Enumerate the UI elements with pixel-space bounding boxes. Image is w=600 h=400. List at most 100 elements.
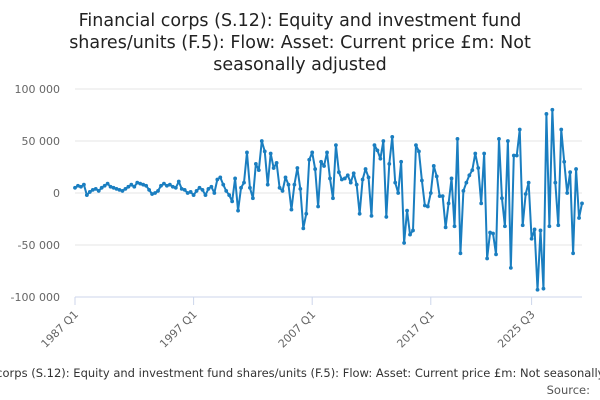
data-point — [500, 196, 504, 201]
data-point — [517, 127, 522, 132]
data-point — [79, 184, 83, 189]
data-point — [342, 176, 347, 181]
data-point — [250, 196, 255, 201]
data-point — [283, 175, 288, 180]
data-point — [494, 252, 498, 257]
data-point — [526, 180, 531, 185]
data-point — [393, 180, 398, 185]
data-point — [162, 181, 166, 186]
data-point — [366, 175, 371, 180]
data-point — [298, 186, 303, 191]
data-point — [360, 177, 365, 182]
data-point — [523, 192, 528, 196]
data-point — [99, 185, 104, 190]
data-point — [565, 191, 570, 195]
data-point — [446, 201, 451, 206]
data-point — [334, 143, 338, 148]
data-point — [271, 166, 276, 170]
data-point — [102, 183, 107, 188]
data-point — [120, 189, 125, 193]
data-point — [503, 224, 507, 229]
data-point — [378, 156, 383, 161]
data-point — [556, 223, 561, 228]
data-point — [485, 256, 490, 261]
data-point — [111, 185, 116, 190]
data-point — [185, 191, 190, 195]
data-point — [574, 167, 578, 171]
data-point — [81, 182, 86, 187]
data-point — [511, 153, 516, 158]
data-point — [520, 223, 525, 228]
data-point — [156, 189, 160, 193]
data-point — [173, 185, 178, 190]
data-point — [428, 191, 433, 195]
data-point — [138, 181, 143, 186]
data-point — [292, 182, 297, 187]
data-point — [144, 183, 149, 188]
data-point — [253, 161, 258, 166]
data-point — [93, 186, 98, 191]
data-point — [96, 189, 101, 193]
data-point — [399, 159, 404, 164]
data-point — [245, 150, 249, 155]
data-point — [351, 171, 356, 176]
data-series — [73, 107, 584, 292]
data-point — [538, 228, 543, 233]
data-point — [218, 175, 223, 180]
data-point — [182, 187, 187, 192]
data-point — [568, 170, 573, 175]
data-point — [262, 149, 267, 154]
data-point — [396, 191, 401, 195]
data-point — [381, 139, 386, 143]
data-point — [135, 180, 140, 185]
data-point — [105, 181, 110, 186]
data-point — [215, 177, 220, 182]
data-point — [372, 143, 377, 148]
chart-title-line-2: shares/units (F.5): Flow: Asset: Current… — [69, 33, 531, 53]
data-point — [414, 143, 418, 148]
data-point — [141, 182, 146, 187]
data-point — [224, 189, 229, 193]
data-point — [550, 107, 555, 112]
data-point — [482, 151, 487, 156]
data-point — [274, 160, 279, 165]
data-point — [458, 251, 463, 256]
data-point — [123, 186, 128, 191]
data-point — [153, 191, 157, 195]
x-tick-label: 2007 Q1 — [276, 308, 319, 351]
x-axis: 1987 Q1 1997 Q1 2007 Q1 2017 Q1 2025 Q3 — [39, 296, 582, 351]
source-label: Source: — [547, 383, 590, 397]
data-point — [437, 194, 442, 199]
data-point — [197, 185, 202, 190]
data-point — [336, 170, 341, 175]
data-point — [200, 187, 205, 192]
x-tick-label: 1987 Q1 — [39, 308, 82, 351]
data-point — [488, 230, 492, 235]
data-point — [417, 149, 421, 154]
data-point — [239, 185, 243, 190]
data-point — [230, 199, 235, 204]
data-point — [411, 228, 415, 233]
data-point — [529, 236, 534, 241]
y-tick-label: -50 000 — [18, 239, 60, 252]
data-point — [532, 227, 537, 232]
data-point — [339, 177, 344, 182]
chart-title-line-3: seasonally adjusted — [213, 55, 387, 75]
y-axis-tick-labels: -100 000 -50 000 0 50 000 100 000 — [11, 83, 60, 304]
data-point — [209, 184, 214, 189]
data-point — [419, 178, 424, 183]
data-point — [236, 208, 240, 213]
data-point — [286, 182, 291, 187]
data-point — [203, 193, 208, 197]
data-point — [476, 166, 481, 170]
data-point — [310, 150, 315, 155]
data-point — [76, 183, 80, 188]
data-point — [354, 182, 359, 187]
data-point — [345, 173, 350, 178]
y-tick-label: 50 000 — [22, 135, 61, 148]
data-point — [387, 161, 392, 166]
data-point — [553, 180, 558, 185]
data-point — [206, 186, 211, 191]
data-point — [461, 189, 466, 193]
data-point — [277, 185, 282, 190]
